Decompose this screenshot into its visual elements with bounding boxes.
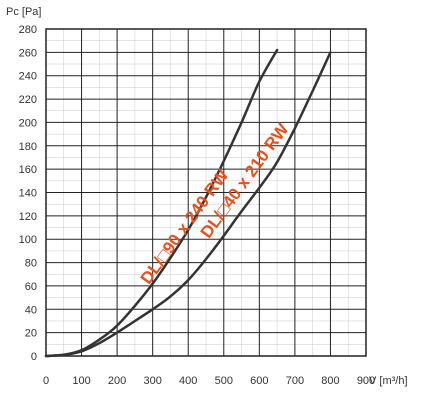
y-axis-label: Pc [Pa] bbox=[6, 6, 41, 18]
y-tick-label: 20 bbox=[25, 328, 37, 340]
y-tick-label: 120 bbox=[19, 211, 37, 223]
grid-lines bbox=[45, 28, 367, 357]
x-tick-label: 500 bbox=[215, 375, 233, 387]
y-tick-label: 40 bbox=[25, 304, 37, 316]
x-tick-label: 700 bbox=[286, 375, 304, 387]
y-tick-label: 240 bbox=[19, 71, 37, 83]
x-tick-label: 900 bbox=[357, 375, 375, 387]
x-axis-label: V [m³/h] bbox=[369, 375, 408, 387]
y-tick-label: 280 bbox=[19, 24, 37, 36]
y-tick-label: 140 bbox=[19, 188, 37, 200]
x-tick-label: 800 bbox=[321, 375, 339, 387]
x-tick-label: 200 bbox=[108, 375, 126, 387]
y-tick-label: 160 bbox=[19, 164, 37, 176]
y-tick-label: 260 bbox=[19, 47, 37, 59]
plot-frame bbox=[45, 28, 367, 357]
series-curves bbox=[44, 48, 332, 358]
x-tick-labels: 0 100 200 300 400 500 600 700 800 900 bbox=[43, 375, 375, 387]
y-tick-label: 200 bbox=[19, 117, 37, 129]
y-tick-label: 220 bbox=[19, 94, 37, 106]
x-tick-label: 100 bbox=[72, 375, 90, 387]
y-tick-labels: 0 20 40 60 80 100 120 140 160 180 200 220 240 260 280 bbox=[19, 24, 37, 363]
x-tick-label: 300 bbox=[143, 375, 161, 387]
y-tick-label: 180 bbox=[19, 141, 37, 153]
series-line-1 bbox=[44, 51, 332, 358]
y-tick-label: 80 bbox=[25, 258, 37, 270]
y-tick-label: 0 bbox=[31, 351, 37, 363]
x-tick-label: 0 bbox=[43, 375, 49, 387]
y-tick-label: 100 bbox=[19, 234, 37, 246]
y-tick-label: 60 bbox=[25, 281, 37, 293]
x-tick-label: 600 bbox=[250, 375, 268, 387]
x-tick-label: 400 bbox=[179, 375, 197, 387]
